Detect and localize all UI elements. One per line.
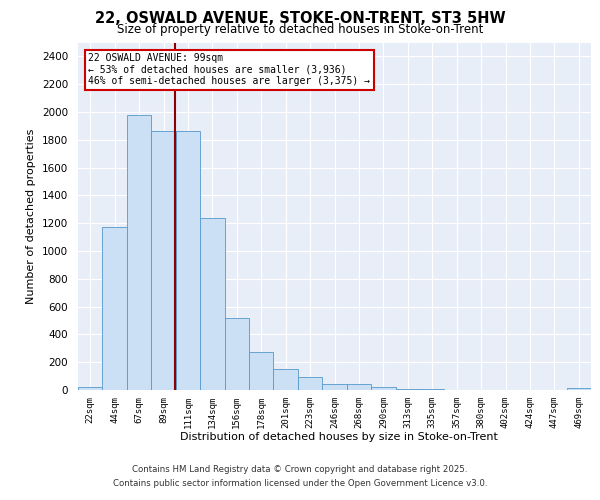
Text: 22, OSWALD AVENUE, STOKE-ON-TRENT, ST3 5HW: 22, OSWALD AVENUE, STOKE-ON-TRENT, ST3 5… — [95, 11, 505, 26]
Bar — [103, 228, 127, 390]
Bar — [176, 132, 200, 390]
Bar — [200, 218, 224, 390]
Text: 22 OSWALD AVENUE: 99sqm
← 53% of detached houses are smaller (3,936)
46% of semi: 22 OSWALD AVENUE: 99sqm ← 53% of detache… — [88, 53, 370, 86]
Text: Distribution of detached houses by size in Stoke-on-Trent: Distribution of detached houses by size … — [180, 432, 498, 442]
Bar — [78, 386, 103, 390]
Bar — [249, 352, 274, 390]
Bar — [224, 318, 249, 390]
Bar — [395, 389, 420, 390]
Bar — [127, 115, 151, 390]
Text: Contains HM Land Registry data © Crown copyright and database right 2025.: Contains HM Land Registry data © Crown c… — [132, 466, 468, 474]
Text: Contains public sector information licensed under the Open Government Licence v3: Contains public sector information licen… — [113, 479, 487, 488]
Bar — [566, 388, 591, 390]
Bar — [274, 369, 298, 390]
Bar — [298, 378, 322, 390]
Bar — [347, 384, 371, 390]
Bar — [151, 132, 176, 390]
Y-axis label: Number of detached properties: Number of detached properties — [26, 128, 37, 304]
Text: Size of property relative to detached houses in Stoke-on-Trent: Size of property relative to detached ho… — [117, 22, 483, 36]
Bar — [322, 384, 347, 390]
Bar — [371, 387, 395, 390]
